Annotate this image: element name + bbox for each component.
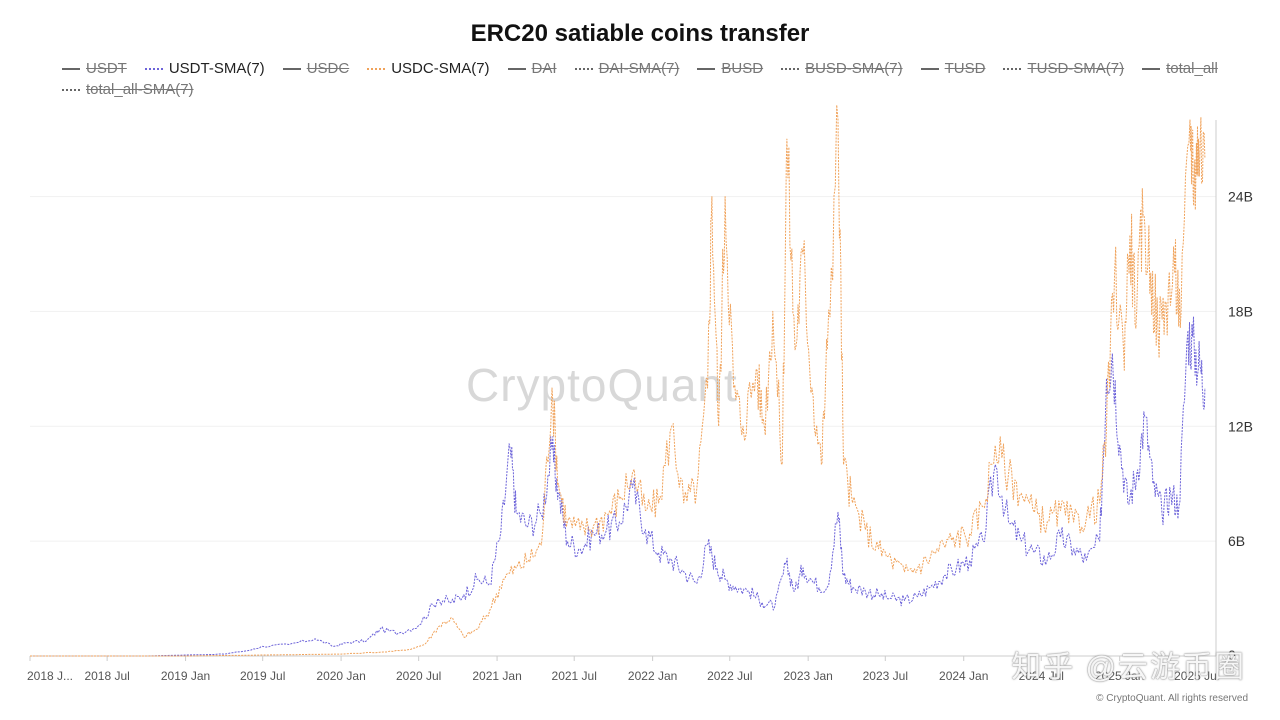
legend-label: TUSD-SMA(7): [1027, 60, 1125, 77]
legend-label: DAI: [531, 60, 557, 77]
legend-item[interactable]: BUSD-SMA(7): [781, 60, 903, 77]
legend-item[interactable]: USDT: [62, 60, 127, 77]
legend-item[interactable]: total_all: [1142, 60, 1218, 77]
legend-item[interactable]: total_all-SMA(7): [62, 81, 194, 98]
x-tick-label: 2022 Jan: [628, 669, 677, 683]
chart-title: ERC20 satiable coins transfer: [470, 20, 810, 47]
x-tick-label: 2021 Jan: [472, 669, 521, 683]
legend-item[interactable]: USDT-SMA(7): [144, 60, 265, 77]
x-tick-label: 2018 Jul: [84, 669, 129, 683]
series-line-usdt-sma-7-: [30, 316, 1206, 657]
x-tick-label: 2020 Jul: [396, 669, 441, 683]
legend-swatch: [62, 88, 80, 91]
x-tick-label: 2019 Jul: [240, 669, 285, 683]
x-tick-label: 2023 Jul: [863, 669, 908, 683]
legend-swatch: [282, 67, 301, 70]
x-tick-label: 2021 Jul: [552, 669, 597, 683]
legend-item[interactable]: DAI: [507, 60, 557, 77]
legend-label: USDT: [86, 60, 127, 77]
legend-item[interactable]: BUSD: [697, 60, 763, 77]
legend-swatch: [574, 67, 593, 70]
y-tick-label: 0: [1228, 647, 1236, 663]
x-tick-label: 2025 Jul: [1174, 669, 1219, 683]
legend-label: total_all: [1166, 60, 1218, 77]
legend-swatch: [920, 67, 939, 70]
legend-swatch: [62, 67, 80, 70]
source-watermark: 知乎 @云游币圈: [1011, 651, 1246, 684]
legend-swatch: [781, 67, 800, 70]
chart-legend: USDT USDT-SMA(7) USDC USDC-SMA(7) DAI DAI-SMA…: [62, 60, 1232, 98]
legend-swatch: [144, 67, 163, 70]
legend-swatch: [1003, 67, 1022, 70]
legend-item[interactable]: USDC: [282, 60, 350, 77]
watermark-text: CryptoQuant: [466, 359, 738, 411]
x-tick-label: 2025 Jan: [1095, 669, 1144, 683]
y-tick-label: 18B: [1228, 303, 1253, 319]
series-line-usdc-sma-7-: [30, 104, 1206, 657]
legend-label: BUSD: [721, 60, 764, 77]
legend-item[interactable]: TUSD-SMA(7): [1003, 60, 1124, 77]
legend-label: USDC-SMA(7): [391, 60, 490, 77]
y-tick-label: 12B: [1228, 418, 1253, 434]
x-tick-label: 2022 Jul: [707, 669, 752, 683]
x-tick-label: 2019 Jan: [161, 669, 210, 683]
legend-label: DAI-SMA(7): [598, 60, 680, 77]
x-tick-label: 2023 Jan: [783, 669, 832, 683]
legend-swatch: [507, 67, 526, 70]
x-tick-label: 2024 Jul: [1019, 669, 1064, 683]
y-tick-label: 24B: [1228, 189, 1253, 205]
x-tick-label: 2024 Jan: [939, 669, 988, 683]
legend-swatch: [367, 67, 386, 70]
y-tick-label: 6B: [1228, 533, 1245, 549]
legend-swatch: [1142, 67, 1161, 70]
legend-item[interactable]: DAI-SMA(7): [574, 60, 680, 77]
legend-swatch: [697, 67, 716, 70]
legend-label: total_all-SMA(7): [86, 81, 194, 98]
legend-label: USDT-SMA(7): [168, 60, 265, 77]
legend-label: TUSD: [944, 60, 986, 77]
legend-label: USDC: [306, 60, 350, 77]
legend-item[interactable]: USDC-SMA(7): [367, 60, 490, 77]
copyright-text: © CryptoQuant. All rights reserved: [1096, 693, 1248, 704]
x-tick-label: 2018 J...: [27, 669, 73, 683]
x-tick-label: 2020 Jan: [316, 669, 365, 683]
legend-item[interactable]: TUSD: [920, 60, 986, 77]
legend-label: BUSD-SMA(7): [805, 60, 903, 77]
